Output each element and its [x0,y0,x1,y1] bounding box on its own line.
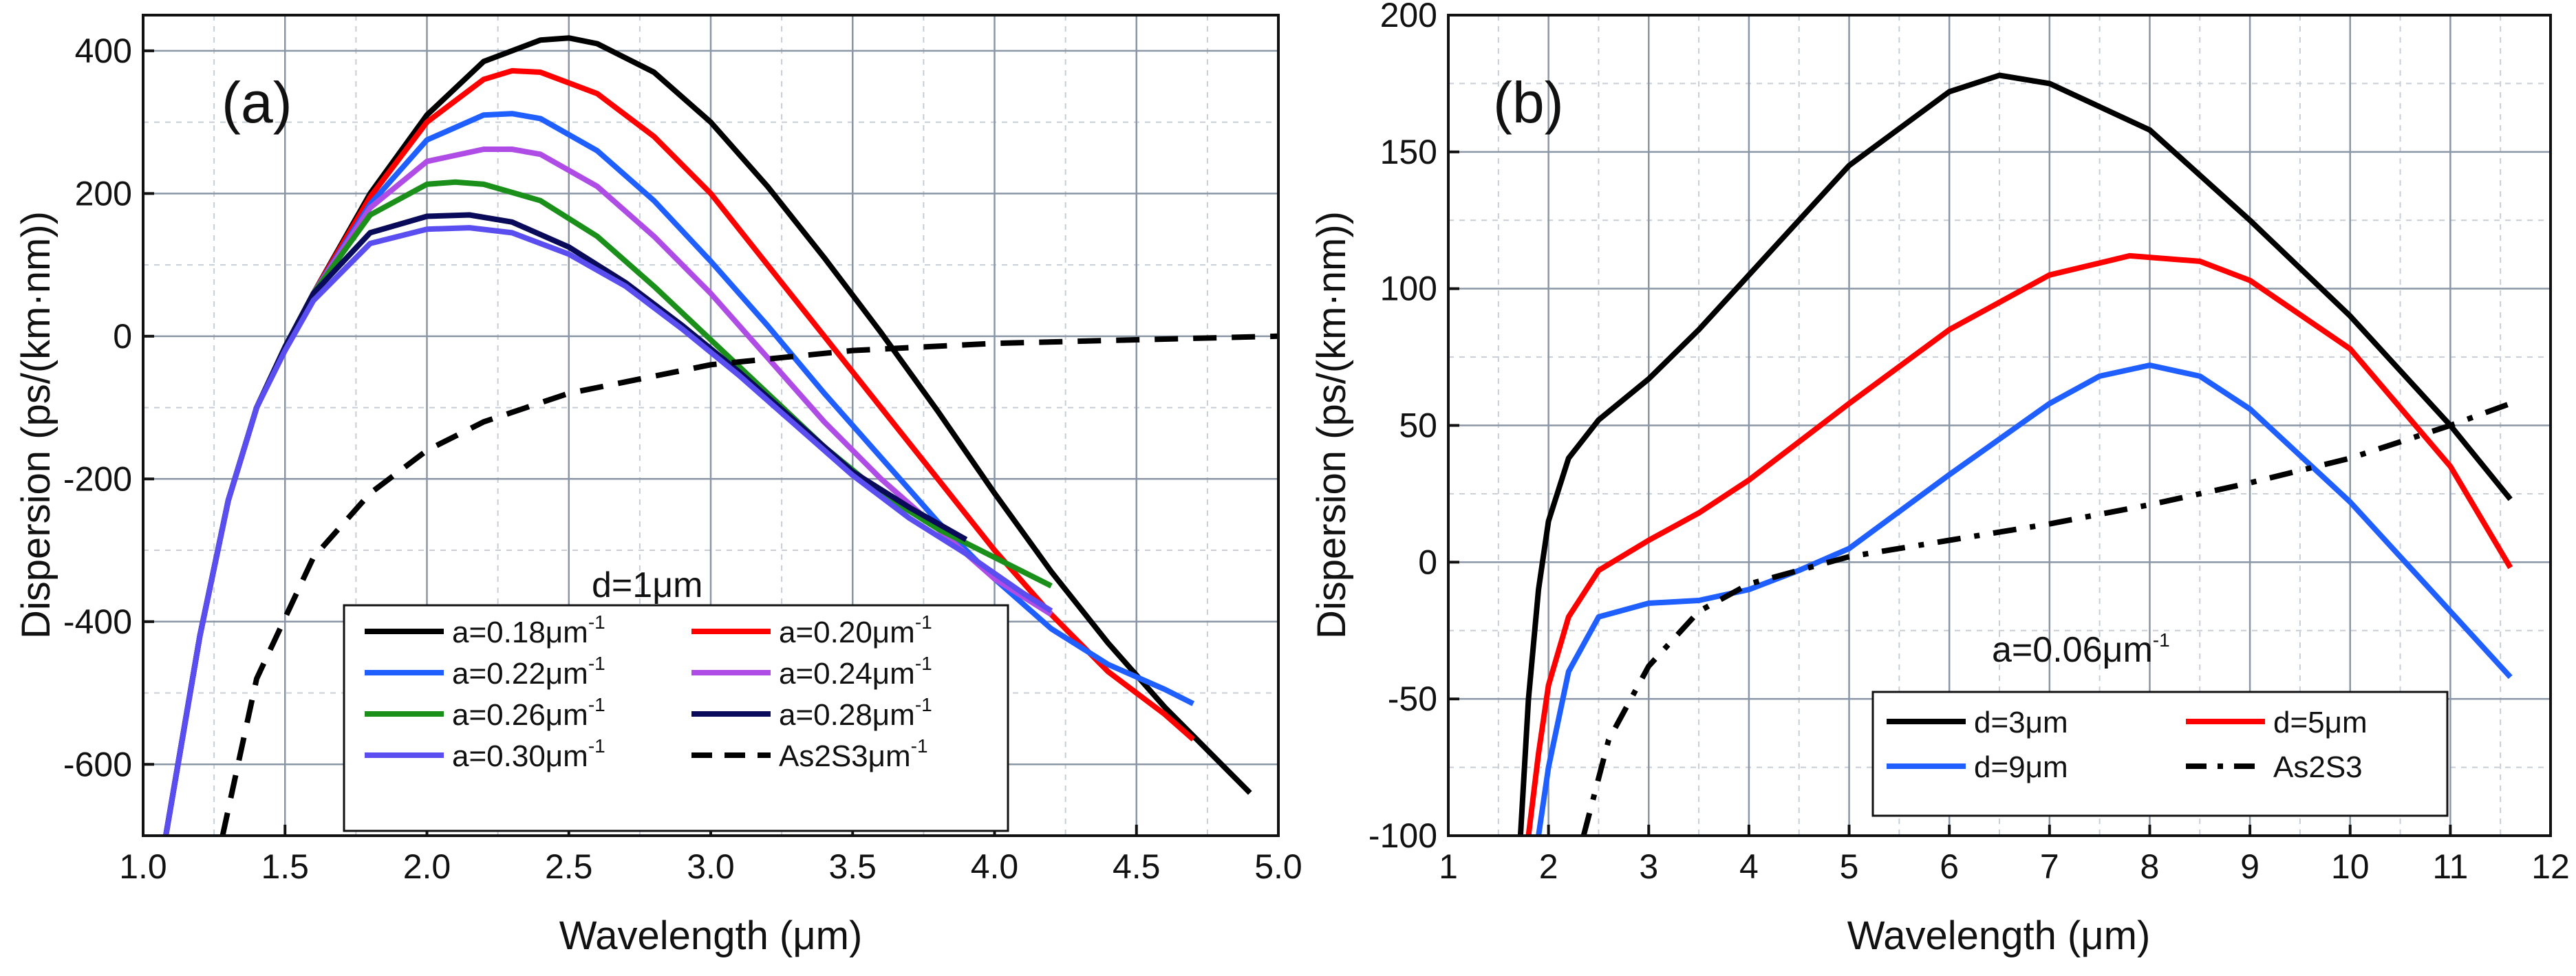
y-tick-label: -100 [1368,816,1437,855]
legend-label-d-9-m: d=9μm [1974,750,2068,784]
panel-b-grid [1448,15,2551,836]
y-tick-label: 0 [113,317,132,356]
y-tick-label: 100 [1380,270,1437,308]
x-tick-label: 8 [2140,847,2160,886]
panel-a-label: (a) [222,70,292,135]
x-tick-label: 4 [1739,847,1759,886]
panel-b-x-axis-label: Wavelength (μm) [1847,913,2151,958]
legend-label-a-0-28-m: a=0.28μm-1 [779,694,932,732]
y-tick-label: -600 [63,745,132,783]
series-line-d-5-m [1525,252,2513,836]
panel-a: 1.0 1.5 2.0 2.5 3.0 3.5 4.0 4.5 5.0 -600 -400 -200 0… [14,14,1302,958]
legend-label-text: a=0.20μm [779,616,915,649]
x-tick-label: 2.0 [403,847,451,886]
legend-label-a-0-26-m: a=0.26μm-1 [452,694,605,732]
y-tick-label: 200 [1380,0,1437,34]
panel-a-series [163,35,1279,836]
panel-b-series [1517,72,2513,837]
legend-label-text: d=3μm [1974,706,2068,739]
x-tick-label: 10 [2331,847,2370,886]
panel-b-label: (b) [1493,70,1564,135]
y-tick-label: 150 [1380,133,1437,171]
y-tick-label: -400 [63,603,132,641]
legend-label-sup: -1 [915,653,932,674]
legend-label-sup: -1 [588,611,605,633]
y-tick-label: 50 [1399,406,1437,445]
legend-label-d-5-m: d=5μm [2273,706,2368,739]
legend-label-text: a=0.18μm [452,616,588,649]
y-tick-label: 400 [75,32,132,70]
legend-box [343,604,1009,832]
legend-box [1871,691,2449,817]
legend-label-text: d=5μm [2273,706,2368,739]
series-line-d-9-m [1536,362,2513,836]
legend-label-text: As2S3 [2273,750,2363,784]
series-line-d-3-m [1517,72,2513,836]
legend-label-text: a=0.30μm [452,739,588,773]
x-tick-label: 3.0 [687,847,735,886]
legend-label-a-0-18-m: a=0.18μm-1 [452,611,605,649]
legend-label-text: a=0.28μm [779,698,915,732]
legend-label-text: a=0.22μm [452,657,588,691]
x-tick-label: 3.5 [828,847,877,886]
y-tick-label: -200 [63,459,132,498]
legend-label-a-0-22-m: a=0.22μm-1 [452,653,605,691]
series-line-a-0-30-m [163,225,1053,836]
legend-label-text: a=0.26μm [452,698,588,732]
panel-a-x-axis-label: Wavelength (μm) [559,913,863,958]
series-line-as2s3 [1580,400,2512,837]
x-tick-label: 2 [1539,847,1558,886]
legend-label-as2s3: As2S3 [2273,750,2363,784]
x-tick-label: 4.0 [971,847,1019,886]
legend-label-a-0-20-m: a=0.20μm-1 [779,611,932,649]
panel-a-annotation: d=1μm [592,565,702,605]
legend-label-sup: -1 [588,653,605,674]
legend-label-d-3-m: d=3μm [1974,706,2068,739]
panel-b-annotation-sup: -1 [2153,629,2170,651]
legend-label-as2s3-m: As2S3μm-1 [779,735,928,773]
legend-label-sup: -1 [911,735,928,757]
x-tick-label: 9 [2240,847,2260,886]
y-tick-label: 0 [1418,543,1437,581]
legend-label-sup: -1 [915,611,932,633]
legend-label-text: d=9μm [1974,750,2068,784]
x-tick-label: 12 [2531,847,2570,886]
x-tick-label: 3 [1639,847,1658,886]
legend-label-sup: -1 [915,694,932,715]
panel-b-y-axis-label: Dispersion (ps/(km·nm)) [1309,211,1354,639]
x-tick-label: 1.5 [261,847,309,886]
legend-label-sup: -1 [588,694,605,715]
x-tick-label: 5.0 [1254,847,1302,886]
x-tick-label: 4.5 [1113,847,1161,886]
x-tick-label: 1.0 [119,847,167,886]
legend-label-text: As2S3μm [779,739,911,773]
y-tick-label: 200 [75,174,132,213]
x-tick-label: 2.5 [545,847,593,886]
panel-b-annotation: a=0.06μm-1 [1992,629,2170,670]
legend-label-sup: -1 [588,735,605,757]
x-tick-label: 5 [1840,847,1859,886]
panel-b-legend: d=3μm d=5μm d=9μm As2S3 [1871,691,2449,817]
panel-a-y-axis-label: Dispersion (ps/(km·nm)) [14,211,58,639]
series-line-as2s3-m [219,333,1279,836]
y-tick-label: -50 [1388,680,1437,718]
x-tick-label: 6 [1940,847,1959,886]
legend-label-a-0-30-m: a=0.30μm-1 [452,735,605,773]
x-tick-label: 7 [2040,847,2059,886]
legend-label-a-0-24-m: a=0.24μm-1 [779,653,932,691]
panel-a-ticks: 1.0 1.5 2.0 2.5 3.0 3.5 4.0 4.5 5.0 -600 -400 -200 0… [63,32,1302,886]
legend-label-text: a=0.24μm [779,657,915,691]
panel-b-annotation-base: a=0.06μm [1992,630,2153,670]
x-tick-label: 1 [1439,847,1458,886]
panel-a-legend: a=0.18μm-1 a=0.20μm-1a=0.22μm-1 a=0.24μm-1… [343,604,1009,832]
x-tick-label: 11 [2432,847,2468,886]
